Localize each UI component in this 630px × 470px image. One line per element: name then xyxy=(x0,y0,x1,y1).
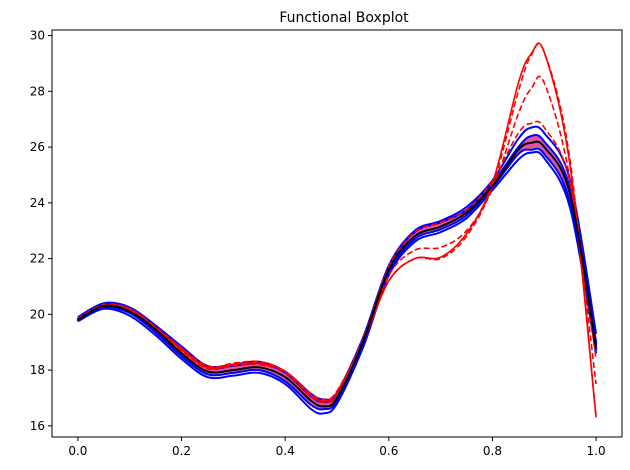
envelope-upper-line xyxy=(77,125,598,401)
outlier-line-3 xyxy=(77,120,597,401)
axes-frame xyxy=(51,29,623,438)
x-tick-label: 0.2 xyxy=(172,444,191,458)
y-tick-label: 30 xyxy=(30,29,45,43)
chart-title: Functional Boxplot xyxy=(279,10,409,26)
median-line xyxy=(77,140,598,408)
y-tick-label: 18 xyxy=(30,363,45,377)
central-region-band xyxy=(76,133,598,411)
outlier-line-4 xyxy=(77,42,597,418)
outlier-line-1 xyxy=(77,42,597,418)
y-tick-label: 26 xyxy=(30,140,45,154)
y-tick-label: 16 xyxy=(30,419,45,433)
x-tick-label: 0.4 xyxy=(276,444,295,458)
x-tick-label: 0.0 xyxy=(68,444,87,458)
x-tick-label: 0.6 xyxy=(379,444,398,458)
x-tick-label: 0.8 xyxy=(483,444,502,458)
y-tick-label: 20 xyxy=(30,307,45,321)
plot-area xyxy=(76,42,598,418)
y-tick-label: 24 xyxy=(30,196,45,210)
x-tick-label: 1.0 xyxy=(587,444,606,458)
y-tick-label: 28 xyxy=(30,84,45,98)
y-tick-label: 22 xyxy=(30,252,45,266)
envelope-lower-line xyxy=(77,150,598,415)
outlier-line-2 xyxy=(77,75,597,404)
axes: 0.0 0.2 0.4 0.6 0.8 1.0 16 18 20 22 24 26 28 30 xyxy=(30,29,623,458)
